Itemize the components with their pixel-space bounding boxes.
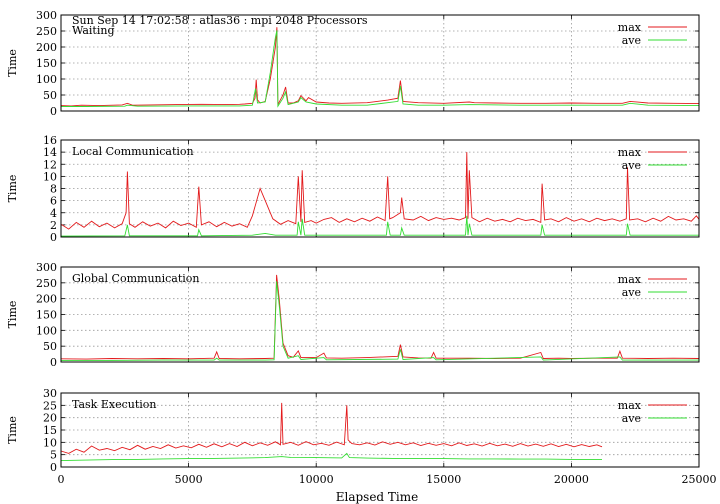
panel-title: Task Execution [72, 398, 156, 411]
y-tick-label: 30 [43, 387, 57, 400]
y-tick-label: 14 [43, 146, 57, 159]
x-tick-label: 25000 [682, 473, 717, 486]
y-tick-label: 6 [50, 195, 57, 208]
x-axis-label: Elapsed Time [336, 490, 419, 504]
x-tick-label: 20000 [554, 473, 589, 486]
y-tick-label: 25 [43, 399, 57, 412]
y-axis-label: Time [6, 416, 19, 444]
y-tick-label: 150 [36, 57, 57, 70]
y-tick-label: 50 [43, 340, 57, 353]
panel-title: Local Communication [72, 145, 194, 158]
y-tick-label: 4 [50, 207, 57, 220]
y-tick-label: 50 [43, 89, 57, 102]
legend-label-max: max [618, 399, 642, 412]
legend-label-ave: ave [622, 34, 641, 47]
y-tick-label: 200 [36, 293, 57, 306]
y-tick-label: 10 [43, 170, 57, 183]
y-tick-label: 300 [36, 261, 57, 274]
series-line-ave [61, 30, 700, 108]
y-tick-label: 20 [43, 412, 57, 425]
y-tick-label: 0 [50, 356, 57, 369]
panel-title: Global Communication [72, 272, 200, 285]
legend-label-max: max [618, 21, 642, 34]
y-axis-label: Time [6, 301, 19, 329]
legend-label-max: max [618, 273, 642, 286]
x-tick-label: 10000 [299, 473, 334, 486]
series-line-max [60, 27, 700, 107]
y-tick-label: 0 [50, 105, 57, 118]
y-tick-label: 5 [50, 449, 57, 462]
plot-frame [60, 139, 700, 238]
y-tick-label: 15 [43, 424, 57, 437]
series-line-max [60, 402, 603, 454]
y-tick-label: 16 [43, 134, 57, 147]
series-line-ave [60, 215, 699, 237]
x-tick-label: 5000 [175, 473, 203, 486]
figure-header-group: Sun Sep 14 17:02:58 : atlas36 : mpi 2048… [72, 14, 368, 27]
y-tick-label: 0 [50, 231, 57, 244]
figure-header: Sun Sep 14 17:02:58 : atlas36 : mpi 2048… [72, 14, 368, 27]
panel-title: Waiting [72, 24, 115, 37]
y-tick-label: 100 [36, 73, 57, 86]
series-line-max [60, 274, 700, 360]
y-tick-label: 250 [36, 25, 57, 38]
y-axis-label: Time [6, 49, 19, 77]
x-tick-label: 15000 [426, 473, 461, 486]
y-tick-label: 10 [43, 436, 57, 449]
legend-label-ave: ave [622, 286, 641, 299]
legend-label-max: max [618, 146, 642, 159]
y-axis-label: Time [6, 175, 19, 203]
plot-frame [60, 14, 700, 112]
y-tick-label: 12 [43, 158, 57, 171]
series-line-ave [61, 281, 699, 361]
legend-label-ave: ave [622, 412, 641, 425]
plot-frame [60, 266, 700, 363]
y-tick-label: 2 [50, 219, 57, 232]
y-tick-label: 8 [50, 183, 57, 196]
y-tick-label: 200 [36, 41, 57, 54]
y-tick-label: 0 [50, 461, 57, 474]
y-tick-label: 300 [36, 9, 57, 22]
x-tick-label: 0 [58, 473, 65, 486]
plot-frame [60, 392, 700, 468]
panel-3: 0 50 100 150 200 250 300 Global Communication Ti… [6, 261, 700, 369]
series-line-max [60, 152, 700, 230]
legend-label-ave: ave [622, 159, 641, 172]
series-line-ave [60, 452, 602, 462]
y-tick-label: 150 [36, 309, 57, 322]
y-tick-label: 250 [36, 277, 57, 290]
y-tick-label: 100 [36, 324, 57, 337]
